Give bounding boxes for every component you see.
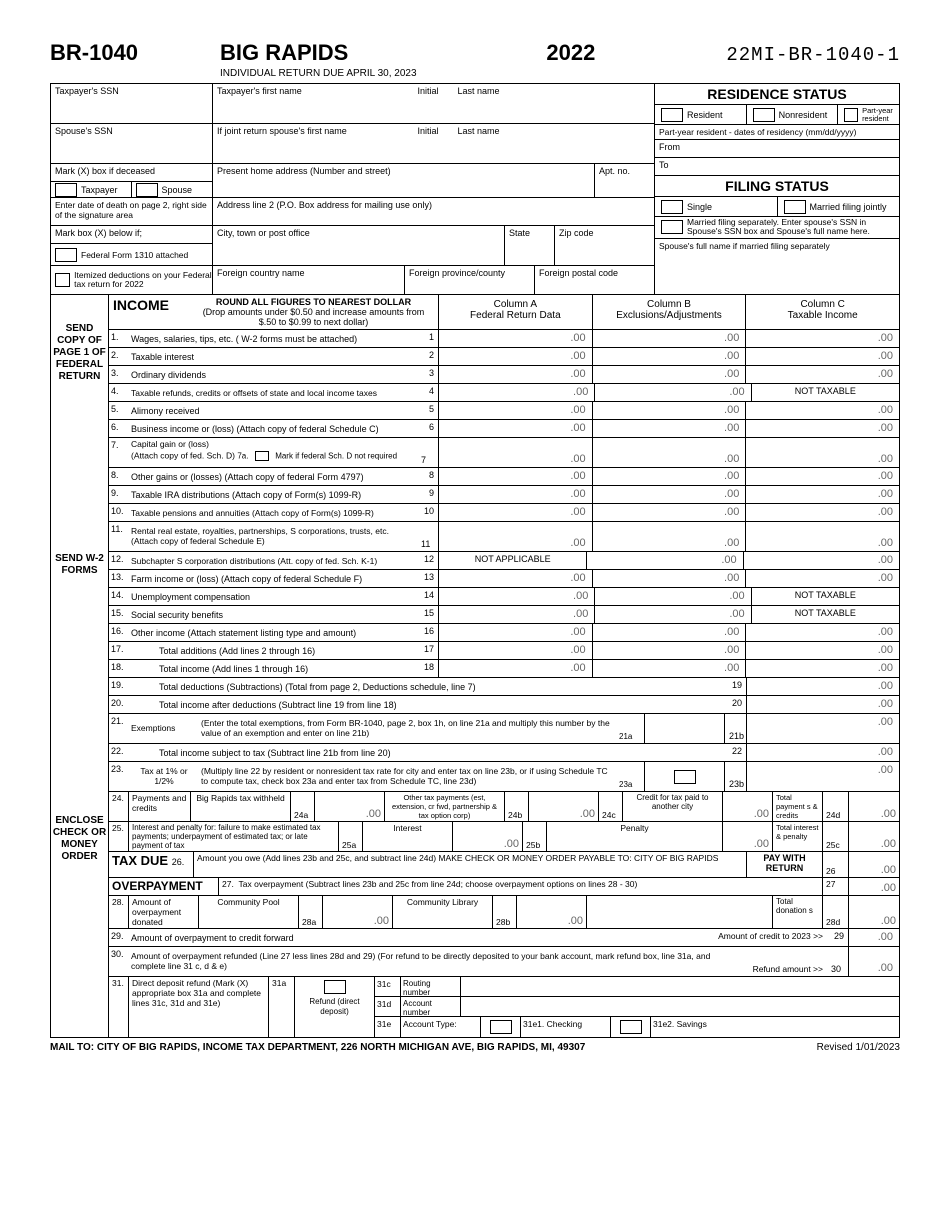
line-28: 28. Amount of overpayment donated Commun… — [109, 896, 899, 929]
deceased-label: Mark (X) box if deceased — [51, 164, 212, 182]
form-id: 22MI-BR-1040-1 — [726, 44, 900, 66]
state-field[interactable]: State — [504, 226, 554, 265]
taxpayer-ssn-field[interactable]: Taxpayer's SSN — [51, 84, 212, 124]
partyear-dates-label: Part-year resident - dates of residency … — [655, 125, 899, 140]
spouse-deceased-checkbox[interactable] — [136, 183, 158, 197]
col-a-header: Column AFederal Return Data — [439, 295, 593, 329]
line-17: 17.Total additions (Add lines 2 through … — [109, 642, 899, 660]
spouse-ssn-field[interactable]: Spouse's SSN — [51, 124, 212, 164]
mfs-checkbox[interactable] — [661, 220, 683, 234]
address-line1[interactable]: Present home address (Number and street) — [213, 164, 594, 197]
col-c-header: Column CTaxable Income — [746, 295, 899, 329]
line-24: 24. Payments and credits Big Rapids tax … — [109, 792, 899, 822]
spouse-initial[interactable]: Initial — [414, 124, 454, 163]
line-12: 12.Subchapter S corporation distribution… — [109, 552, 899, 570]
line-31: 31. Direct deposit refund (Mark (X) appr… — [109, 977, 899, 1037]
account-number[interactable] — [461, 997, 899, 1016]
income-title: INCOME — [113, 297, 169, 313]
line-6: 6.Business income or (loss) (Attach copy… — [109, 420, 899, 438]
line-10: 10.Taxable pensions and annuities (Attac… — [109, 504, 899, 522]
line-3: 3.Ordinary dividends3.00.00.00 — [109, 366, 899, 384]
line-25: 25. Interest and penalty for: failure to… — [109, 822, 899, 852]
residence-status-header: RESIDENCE STATUS — [655, 84, 899, 105]
city-field[interactable]: City, town or post office — [213, 226, 504, 265]
line-13: 13.Farm income or (loss) (Attach copy of… — [109, 570, 899, 588]
line-9: 9.Taxable IRA distributions (Attach copy… — [109, 486, 899, 504]
line-2: 2.Taxable interest2.00.00.00 — [109, 348, 899, 366]
spouse-first-name[interactable]: If joint return spouse's first name — [213, 124, 414, 163]
line-11: 11.Rental real estate, royalties, partne… — [109, 522, 899, 552]
line-23a-checkbox[interactable] — [674, 770, 696, 784]
partyear-checkbox[interactable] — [844, 108, 858, 122]
nonresident-checkbox[interactable] — [753, 108, 775, 122]
form-body: Taxpayer's SSN Spouse's SSN Mark (X) box… — [50, 83, 900, 1038]
routing-number[interactable] — [461, 977, 899, 996]
line-7a-checkbox[interactable] — [255, 451, 269, 461]
address-line2[interactable]: Address line 2 (P.O. Box address for mai… — [213, 198, 654, 226]
line-23: 23. Tax at 1% or 1/2% (Multiply line 22 … — [109, 762, 899, 792]
foreign-country[interactable]: Foreign country name — [213, 266, 404, 294]
taxpayer-last-name[interactable]: Last name — [454, 84, 655, 123]
itemized-checkbox[interactable] — [55, 273, 70, 287]
line-8: 8.Other gains or (losses) (Attach copy o… — [109, 468, 899, 486]
side-instructions: SEND COPY OF PAGE 1 OF FEDERAL RETURN SE… — [51, 295, 109, 1037]
resident-checkbox[interactable] — [661, 108, 683, 122]
form-header: BR-1040 BIG RAPIDS 2022 22MI-BR-1040-1 — [50, 40, 900, 66]
taxpayer-initial[interactable]: Initial — [414, 84, 454, 123]
tax-form-page: BR-1040 BIG RAPIDS 2022 22MI-BR-1040-1 I… — [0, 0, 950, 1073]
foreign-province[interactable]: Foreign province/county — [404, 266, 534, 294]
mfj-checkbox[interactable] — [784, 200, 806, 214]
savings-checkbox[interactable] — [620, 1020, 642, 1034]
line-22: 22.Total income subject to tax (Subtract… — [109, 744, 899, 762]
line-5: 5.Alimony received5.00.00.00 — [109, 402, 899, 420]
foreign-postal[interactable]: Foreign postal code — [534, 266, 654, 294]
city-name: BIG RAPIDS — [210, 40, 546, 66]
single-checkbox[interactable] — [661, 200, 683, 214]
line-18: 18.Total income (Add lines 1 through 16)… — [109, 660, 899, 678]
refund-deposit-checkbox[interactable] — [324, 980, 346, 994]
line-15: 15.Social security benefits15.00.00NOT T… — [109, 606, 899, 624]
death-date-note: Enter date of death on page 2, right sid… — [51, 198, 212, 226]
apt-no[interactable]: Apt. no. — [594, 164, 654, 197]
line-30: 30. Amount of overpayment refunded (Line… — [109, 947, 899, 977]
line-16: 16.Other income (Attach statement listin… — [109, 624, 899, 642]
checking-checkbox[interactable] — [490, 1020, 512, 1034]
line-1: 1.Wages, salaries, tips, etc. ( W-2 form… — [109, 330, 899, 348]
residency-from[interactable]: From — [655, 140, 899, 158]
line-20: 20.Total income after deductions (Subtra… — [109, 696, 899, 714]
line-26: TAX DUE 26. Amount you owe (Add lines 23… — [109, 852, 899, 878]
line-27: OVERPAYMENT 27. Tax overpayment (Subtrac… — [109, 878, 899, 896]
mark-below-label: Mark box (X) below if; — [51, 226, 212, 244]
taxpayer-deceased-checkbox[interactable] — [55, 183, 77, 197]
form-footer: MAIL TO: CITY OF BIG RAPIDS, INCOME TAX … — [50, 1042, 900, 1053]
line-19: 19.Total deductions (Subtractions) (Tota… — [109, 678, 899, 696]
line-29: 29. Amount of overpayment to credit forw… — [109, 929, 899, 947]
line-7: 7. Capital gain or (loss) (Attach copy o… — [109, 438, 899, 468]
line-14: 14.Unemployment compensation14.00.00NOT … — [109, 588, 899, 606]
due-date: INDIVIDUAL RETURN DUE APRIL 30, 2023 — [220, 68, 900, 79]
form-1310-checkbox[interactable] — [55, 248, 77, 262]
filing-status-header: FILING STATUS — [655, 176, 899, 197]
spouse-last-name[interactable]: Last name — [454, 124, 655, 163]
tax-year: 2022 — [546, 40, 726, 66]
line-21: 21. Exemptions (Enter the total exemptio… — [109, 714, 899, 744]
deceased-boxes: Taxpayer Spouse — [51, 182, 212, 198]
zip-field[interactable]: Zip code — [554, 226, 654, 265]
taxpayer-first-name[interactable]: Taxpayer's first name — [213, 84, 414, 123]
line-4: 4.Taxable refunds, credits or offsets of… — [109, 384, 899, 402]
spouse-full-name[interactable]: Spouse's full name if married filing sep… — [655, 239, 899, 267]
residency-to[interactable]: To — [655, 158, 899, 176]
form-code: BR-1040 — [50, 40, 210, 66]
col-b-header: Column BExclusions/Adjustments — [593, 295, 747, 329]
